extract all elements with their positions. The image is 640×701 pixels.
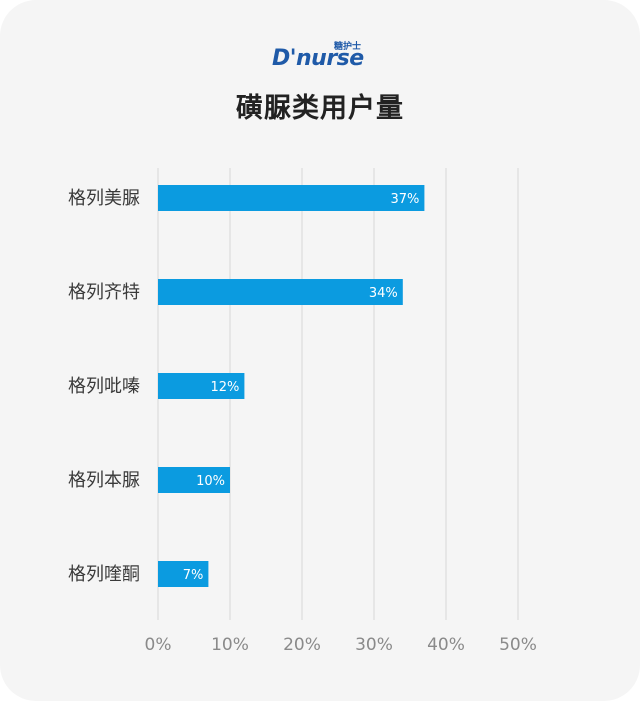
category-label-3: 格列本脲: [68, 470, 140, 491]
value-label-4: 7%: [183, 568, 204, 583]
x-tick-label-10: 10%: [211, 635, 249, 655]
value-label-1: 34%: [369, 286, 398, 301]
x-tick-label-20: 20%: [283, 635, 321, 655]
x-tick-label-0: 0%: [145, 635, 172, 655]
value-label-0: 37%: [390, 192, 419, 207]
x-tick-label-50: 50%: [499, 635, 537, 655]
bar-1: [158, 279, 403, 305]
value-label-2: 12%: [210, 380, 239, 395]
bar-2: [158, 373, 245, 399]
x-tick-label-30: 30%: [355, 635, 393, 655]
logo-text: D'nurse: [272, 46, 364, 71]
bar-4: [158, 561, 209, 587]
category-label-1: 格列齐特: [68, 282, 140, 303]
dnurse-logo: D'nurse 糖护士: [268, 42, 378, 74]
logo-cn-text: 糖护士: [334, 42, 362, 52]
chart-title: 磺脲类用户量: [236, 93, 404, 124]
value-label-3: 10%: [196, 474, 225, 489]
category-label-2: 格列吡嗪: [68, 376, 140, 397]
category-label-4: 格列喹酮: [68, 564, 140, 585]
bar-0: [158, 185, 425, 211]
category-label-0: 格列美脲: [68, 188, 140, 209]
bar-3: [158, 467, 230, 493]
x-tick-label-40: 40%: [427, 635, 465, 655]
